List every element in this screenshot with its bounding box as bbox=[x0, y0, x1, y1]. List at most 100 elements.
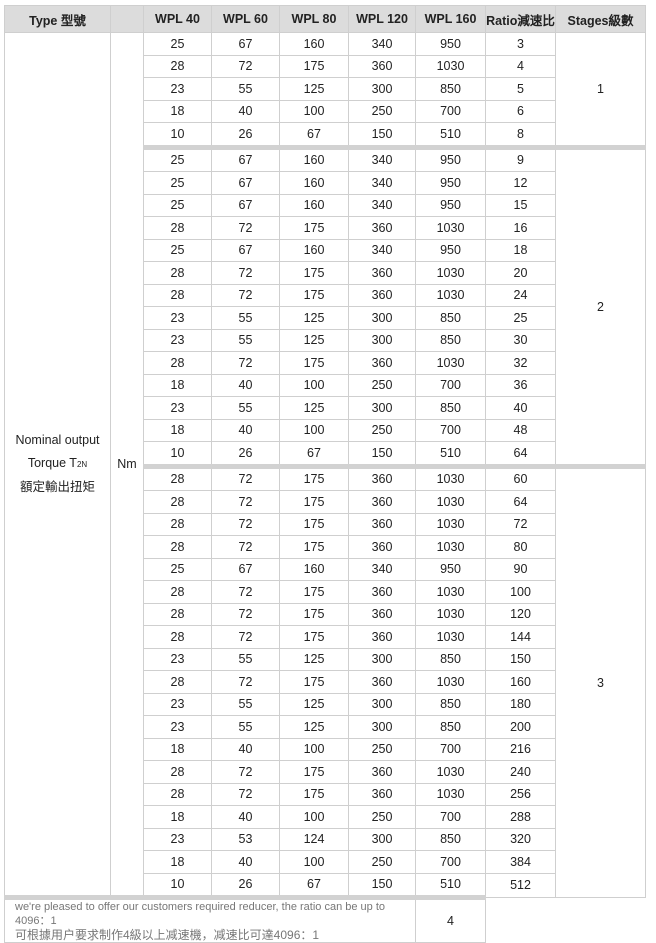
header-wpl40: WPL 40 bbox=[143, 5, 212, 33]
cell-wpl80: 67 bbox=[279, 872, 349, 898]
cell-wpl160: 700 bbox=[415, 737, 486, 761]
cell-wpl60: 72 bbox=[211, 580, 280, 604]
cell-wpl60: 72 bbox=[211, 670, 280, 694]
cell-wpl60: 72 bbox=[211, 782, 280, 806]
cell-wpl120: 340 bbox=[348, 557, 416, 581]
cell-wpl160: 850 bbox=[415, 396, 486, 420]
cell-ratio: 144 bbox=[485, 625, 556, 649]
cell-wpl160: 700 bbox=[415, 805, 486, 829]
table-row: 25 67 160 340 950 15 bbox=[5, 193, 646, 217]
cell-wpl40: 28 bbox=[143, 490, 212, 514]
cell-wpl60: 40 bbox=[211, 850, 280, 874]
header-type: Type 型號 bbox=[4, 5, 111, 33]
cell-wpl160: 1030 bbox=[415, 670, 486, 694]
cell-wpl160: 850 bbox=[415, 715, 486, 739]
header-stages: Stages級數 bbox=[555, 5, 646, 33]
cell-wpl80: 100 bbox=[279, 850, 349, 874]
cell-ratio: 12 bbox=[485, 171, 556, 195]
table-row: 28 72 175 360 1030 80 bbox=[5, 535, 646, 559]
cell-ratio: 180 bbox=[485, 692, 556, 716]
table-row: 28 72 175 360 1030 160 bbox=[5, 670, 646, 694]
cell-wpl60: 40 bbox=[211, 99, 280, 123]
cell-wpl160: 1030 bbox=[415, 782, 486, 806]
cell-wpl160: 950 bbox=[415, 144, 486, 172]
cell-wpl80: 160 bbox=[279, 32, 349, 56]
cell-wpl120: 300 bbox=[348, 692, 416, 716]
cell-wpl40: 28 bbox=[143, 670, 212, 694]
cell-wpl120: 360 bbox=[348, 463, 416, 491]
cell-wpl60: 55 bbox=[211, 396, 280, 420]
cell-wpl120: 360 bbox=[348, 670, 416, 694]
cell-wpl80: 175 bbox=[279, 760, 349, 784]
cell-wpl60: 26 bbox=[211, 441, 280, 467]
table-row: 18 40 100 250 700 48 bbox=[5, 418, 646, 442]
cell-wpl160: 1030 bbox=[415, 760, 486, 784]
cell-wpl80: 175 bbox=[279, 512, 349, 536]
cell-wpl60: 55 bbox=[211, 77, 280, 101]
cell-wpl60: 67 bbox=[211, 171, 280, 195]
cell-ratio: 24 bbox=[485, 283, 556, 307]
cell-wpl60: 40 bbox=[211, 737, 280, 761]
cell-ratio: 40 bbox=[485, 396, 556, 420]
cell-wpl160: 510 bbox=[415, 122, 486, 148]
cell-wpl40: 25 bbox=[143, 557, 212, 581]
cell-wpl160: 850 bbox=[415, 692, 486, 716]
cell-wpl160: 510 bbox=[415, 441, 486, 467]
cell-wpl160: 950 bbox=[415, 238, 486, 262]
cell-wpl160: 950 bbox=[415, 32, 486, 56]
table-row: 18 40 100 250 700 288 bbox=[5, 805, 646, 829]
cell-wpl40: 25 bbox=[143, 144, 212, 172]
cell-ratio: 90 bbox=[485, 557, 556, 581]
cell-wpl120: 300 bbox=[348, 396, 416, 420]
cell-wpl80: 175 bbox=[279, 602, 349, 626]
header-wpl160: WPL 160 bbox=[415, 5, 486, 33]
cell-ratio: 384 bbox=[485, 850, 556, 874]
cell-wpl60: 72 bbox=[211, 261, 280, 285]
cell-wpl80: 67 bbox=[279, 441, 349, 467]
cell-wpl40: 10 bbox=[143, 441, 212, 467]
stage-cell: 2 bbox=[555, 144, 646, 467]
torque-spec-table: Type 型號 WPL 40 WPL 60 WPL 80 WPL 120 WPL… bbox=[4, 5, 646, 943]
cell-wpl40: 28 bbox=[143, 216, 212, 240]
cell-wpl160: 700 bbox=[415, 418, 486, 442]
cell-wpl120: 360 bbox=[348, 602, 416, 626]
table-row: Nominal output Torque T2N 額定輸出扭矩 Nm 25 67 160 3… bbox=[4, 32, 646, 898]
cell-wpl160: 850 bbox=[415, 77, 486, 101]
cell-ratio: 6 bbox=[485, 99, 556, 123]
header-row: Type 型號 WPL 40 WPL 60 WPL 80 WPL 120 WPL… bbox=[4, 5, 646, 33]
cell-wpl40: 23 bbox=[143, 692, 212, 716]
cell-ratio: 15 bbox=[485, 193, 556, 217]
cell-wpl160: 1030 bbox=[415, 625, 486, 649]
cell-wpl80: 100 bbox=[279, 418, 349, 442]
cell-wpl120: 360 bbox=[348, 760, 416, 784]
cell-wpl60: 67 bbox=[211, 193, 280, 217]
cell-wpl60: 26 bbox=[211, 872, 280, 898]
cell-wpl160: 700 bbox=[415, 99, 486, 123]
cell-wpl40: 28 bbox=[143, 512, 212, 536]
cell-ratio: 288 bbox=[485, 805, 556, 829]
cell-wpl120: 150 bbox=[348, 872, 416, 898]
cell-wpl80: 175 bbox=[279, 351, 349, 375]
cell-wpl160: 850 bbox=[415, 306, 486, 330]
row-label-torque: Torque T2N bbox=[5, 452, 110, 476]
cell-wpl60: 55 bbox=[211, 647, 280, 671]
cell-ratio: 150 bbox=[485, 647, 556, 671]
cell-wpl120: 150 bbox=[348, 441, 416, 467]
cell-wpl160: 1030 bbox=[415, 261, 486, 285]
cell-wpl160: 1030 bbox=[415, 216, 486, 240]
cell-wpl60: 72 bbox=[211, 216, 280, 240]
cell-ratio: 240 bbox=[485, 760, 556, 784]
cell-wpl60: 40 bbox=[211, 805, 280, 829]
cell-wpl80: 175 bbox=[279, 535, 349, 559]
cell-wpl60: 72 bbox=[211, 625, 280, 649]
cell-wpl120: 250 bbox=[348, 805, 416, 829]
cell-wpl60: 67 bbox=[211, 238, 280, 262]
header-wpl80: WPL 80 bbox=[279, 5, 349, 33]
cell-wpl80: 100 bbox=[279, 737, 349, 761]
cell-wpl160: 1030 bbox=[415, 463, 486, 491]
cell-wpl120: 340 bbox=[348, 144, 416, 172]
cell-wpl60: 55 bbox=[211, 306, 280, 330]
cell-wpl40: 28 bbox=[143, 782, 212, 806]
cell-wpl40: 28 bbox=[143, 760, 212, 784]
cell-wpl160: 700 bbox=[415, 373, 486, 397]
